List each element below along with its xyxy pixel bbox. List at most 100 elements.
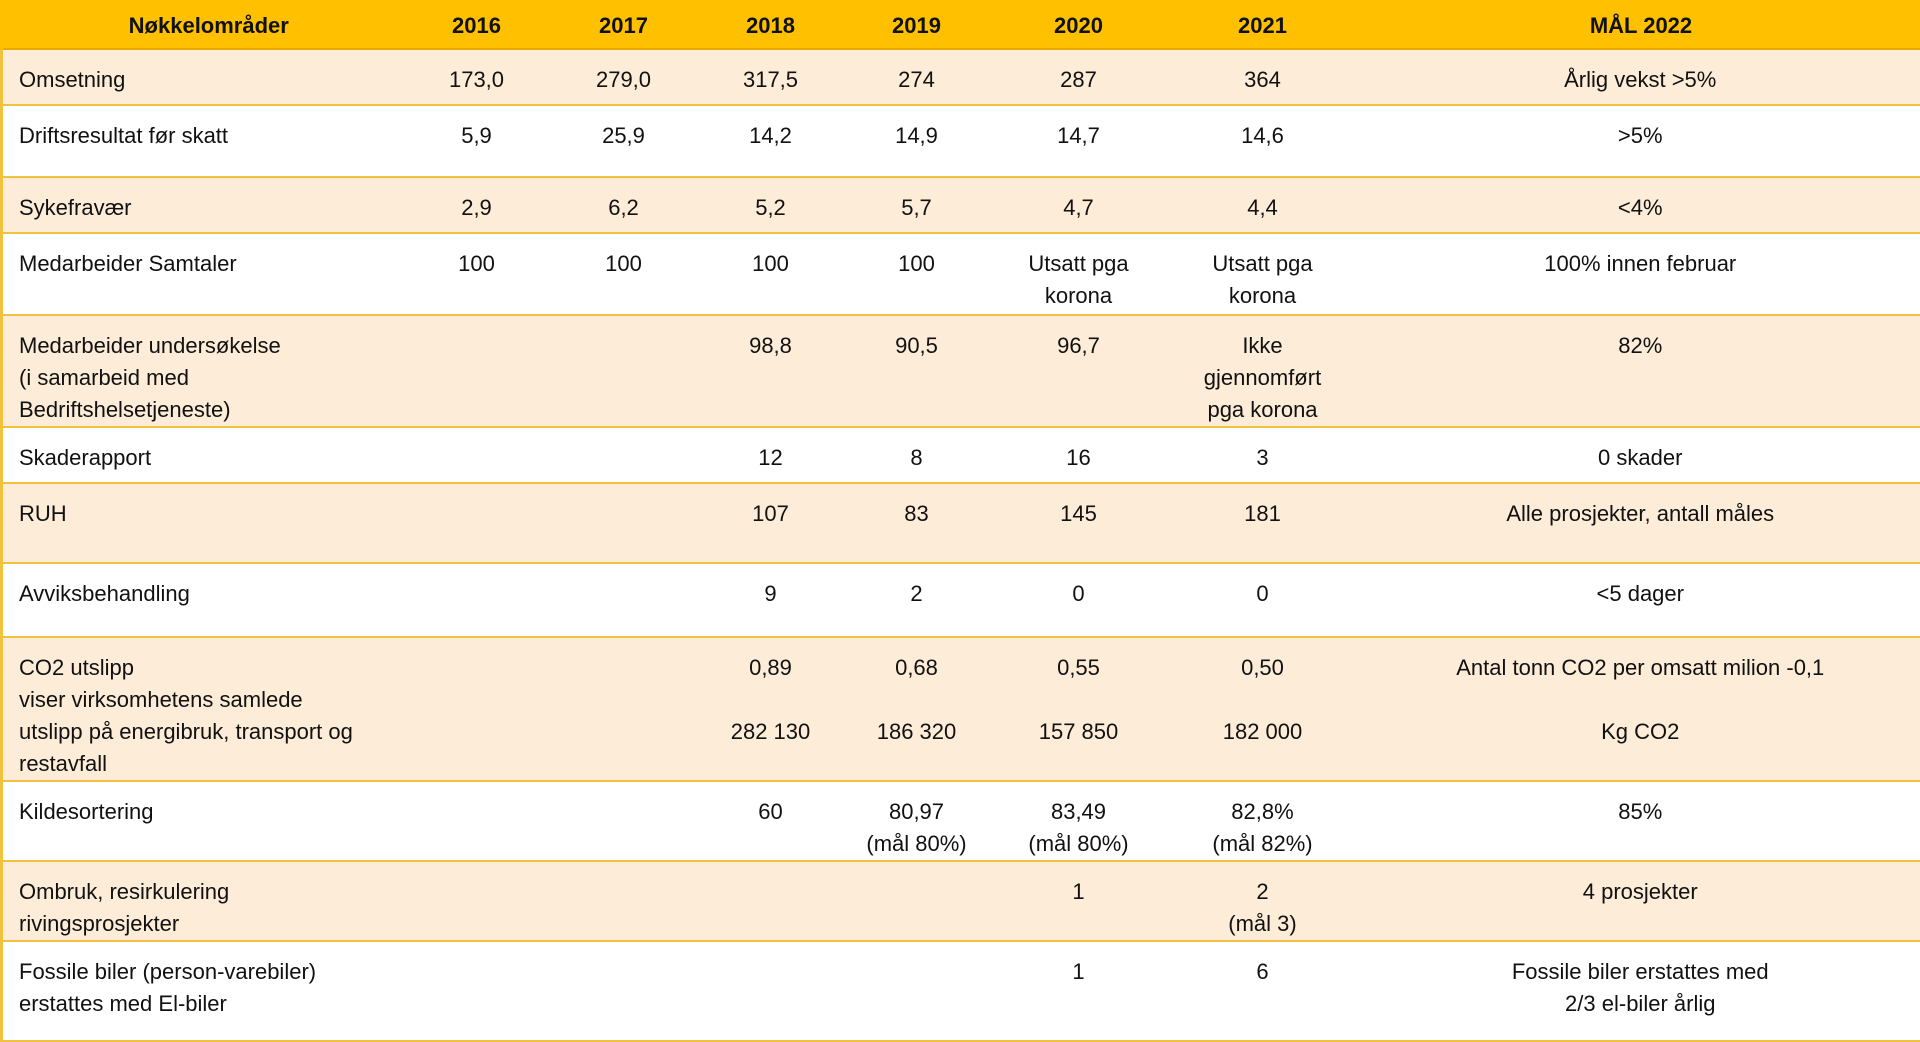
value-2019: 80,97(mål 80%) — [841, 781, 993, 861]
cell-line: gjennomført — [1169, 362, 1357, 394]
cell-line: 364 — [1169, 64, 1357, 96]
value-2018: 14,2 — [701, 105, 841, 177]
value-2016 — [407, 781, 547, 861]
value-2019: 274 — [841, 49, 993, 105]
row-label: Omsetning — [2, 49, 407, 105]
cell-line: 0 — [1169, 578, 1357, 610]
cell-line: <4% — [1365, 192, 1917, 224]
value-2016: 100 — [407, 233, 547, 315]
value-2020: 287 — [993, 49, 1165, 105]
value-2021: 3 — [1165, 427, 1361, 483]
cell-line: 85% — [1365, 796, 1917, 828]
cell-line: korona — [997, 280, 1161, 312]
cell-line: restavfall — [19, 748, 399, 780]
value-2019: 83 — [841, 483, 993, 563]
cell-line: 181 — [1169, 498, 1357, 530]
cell-line: 100% innen februar — [1365, 248, 1917, 280]
row-label: Skaderapport — [2, 427, 407, 483]
value-2018: 317,5 — [701, 49, 841, 105]
cell-line: Sykefravær — [19, 192, 399, 224]
cell-line: erstattes med El-biler — [19, 988, 399, 1020]
cell-line: Alle prosjekter, antall måles — [1365, 498, 1917, 530]
cell-line: 186 320 — [845, 716, 989, 748]
value-2019: 5,7 — [841, 177, 993, 233]
value-2021: 364 — [1165, 49, 1361, 105]
value-2018: 12 — [701, 427, 841, 483]
value-2018: 100 — [701, 233, 841, 315]
goal-value: 4 prosjekter — [1361, 861, 1920, 941]
header-goal: MÅL 2022 — [1361, 0, 1920, 49]
value-2021: 14,6 — [1165, 105, 1361, 177]
cell-line: pga korona — [1169, 394, 1357, 426]
value-2017: 100 — [547, 233, 701, 315]
value-2019 — [841, 861, 993, 941]
cell-line: 14,9 — [845, 120, 989, 152]
cell-line: 4 prosjekter — [1365, 876, 1917, 908]
cell-line: RUH — [19, 498, 399, 530]
cell-line: 274 — [845, 64, 989, 96]
cell-line: 83 — [845, 498, 989, 530]
header-year-2018: 2018 — [701, 0, 841, 49]
cell-line: 145 — [997, 498, 1161, 530]
value-2018 — [701, 941, 841, 1041]
value-2020: 16 — [993, 427, 1165, 483]
value-2020: 83,49(mål 80%) — [993, 781, 1165, 861]
goal-value: 0 skader — [1361, 427, 1920, 483]
value-2018 — [701, 861, 841, 941]
header-row: Nøkkelområder 2016 2017 2018 2019 2020 2… — [2, 0, 1920, 49]
cell-line: korona — [1169, 280, 1357, 312]
cell-line: Antal tonn CO2 per omsatt milion -0,1 — [1365, 652, 1917, 684]
cell-line: 282 130 — [705, 716, 837, 748]
header-year-2021: 2021 — [1165, 0, 1361, 49]
cell-line: 0,89 — [705, 652, 837, 684]
cell-line — [997, 684, 1161, 716]
header-year-2019: 2019 — [841, 0, 993, 49]
cell-line: Omsetning — [19, 64, 399, 96]
cell-line: 1 — [997, 956, 1161, 988]
cell-line: 80,97 — [845, 796, 989, 828]
cell-line: 90,5 — [845, 330, 989, 362]
value-2018: 60 — [701, 781, 841, 861]
row-label: Avviksbehandling — [2, 563, 407, 637]
value-2016: 2,9 — [407, 177, 547, 233]
value-2016 — [407, 563, 547, 637]
value-2020: 1 — [993, 941, 1165, 1041]
cell-line: (i samarbeid med — [19, 362, 399, 394]
row-label: Driftsresultat før skatt — [2, 105, 407, 177]
value-2020: 0 — [993, 563, 1165, 637]
cell-line: 100 — [845, 248, 989, 280]
cell-line: Ikke — [1169, 330, 1357, 362]
cell-line: (mål 3) — [1169, 908, 1357, 940]
cell-line: Medarbeider Samtaler — [19, 248, 399, 280]
value-2016: 173,0 — [407, 49, 547, 105]
value-2021: 0 — [1165, 563, 1361, 637]
value-2018: 5,2 — [701, 177, 841, 233]
header-year-2016: 2016 — [407, 0, 547, 49]
value-2021: 4,4 — [1165, 177, 1361, 233]
cell-line: (mål 80%) — [997, 828, 1161, 860]
cell-line: Kildesortering — [19, 796, 399, 828]
cell-line: 173,0 — [411, 64, 543, 96]
value-2017 — [547, 427, 701, 483]
cell-line: 9 — [705, 578, 837, 610]
cell-line: 157 850 — [997, 716, 1161, 748]
cell-line: 2 — [845, 578, 989, 610]
cell-line: 12 — [705, 442, 837, 474]
cell-line: rivingsprosjekter — [19, 908, 399, 940]
cell-line: Utsatt pga — [1169, 248, 1357, 280]
value-2016 — [407, 315, 547, 427]
value-2020: 96,7 — [993, 315, 1165, 427]
goal-value: Alle prosjekter, antall måles — [1361, 483, 1920, 563]
cell-line: 82,8% — [1169, 796, 1357, 828]
goal-value: <5 dager — [1361, 563, 1920, 637]
